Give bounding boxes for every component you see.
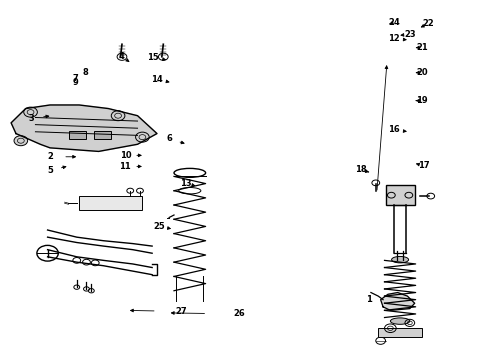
Text: 17: 17: [417, 161, 428, 170]
Text: 9: 9: [72, 78, 78, 87]
Text: 24: 24: [387, 18, 399, 27]
Text: 13: 13: [180, 179, 192, 188]
Text: 1: 1: [365, 295, 371, 304]
Text: 20: 20: [415, 68, 427, 77]
Text: 18: 18: [355, 166, 366, 175]
Bar: [385, 185, 414, 205]
Text: 19: 19: [415, 96, 427, 105]
Text: 23: 23: [403, 30, 415, 39]
Circle shape: [111, 111, 124, 121]
Text: 7: 7: [72, 74, 78, 83]
Text: 16: 16: [387, 126, 399, 135]
Bar: [69, 131, 86, 139]
Text: 21: 21: [415, 42, 427, 51]
Polygon shape: [380, 293, 414, 310]
Ellipse shape: [391, 256, 408, 263]
Circle shape: [135, 132, 149, 142]
Bar: [377, 328, 421, 337]
Text: 27: 27: [175, 307, 187, 316]
Polygon shape: [11, 105, 157, 152]
Text: 2: 2: [47, 152, 53, 161]
Text: 15: 15: [147, 53, 159, 62]
Text: 5: 5: [47, 166, 53, 175]
Text: 14: 14: [151, 75, 163, 84]
Circle shape: [24, 107, 37, 117]
Text: 10: 10: [120, 151, 131, 160]
Text: 25: 25: [153, 222, 165, 231]
Text: 4: 4: [119, 51, 124, 60]
Text: 11: 11: [119, 162, 131, 171]
Bar: [94, 131, 111, 139]
Circle shape: [14, 136, 28, 146]
Bar: [79, 196, 142, 210]
Ellipse shape: [389, 318, 409, 324]
Text: 3: 3: [29, 114, 34, 123]
Text: 22: 22: [422, 19, 433, 28]
Text: 26: 26: [233, 310, 245, 319]
Text: 6: 6: [166, 134, 172, 143]
Text: 12: 12: [387, 35, 399, 44]
Text: 8: 8: [82, 68, 88, 77]
